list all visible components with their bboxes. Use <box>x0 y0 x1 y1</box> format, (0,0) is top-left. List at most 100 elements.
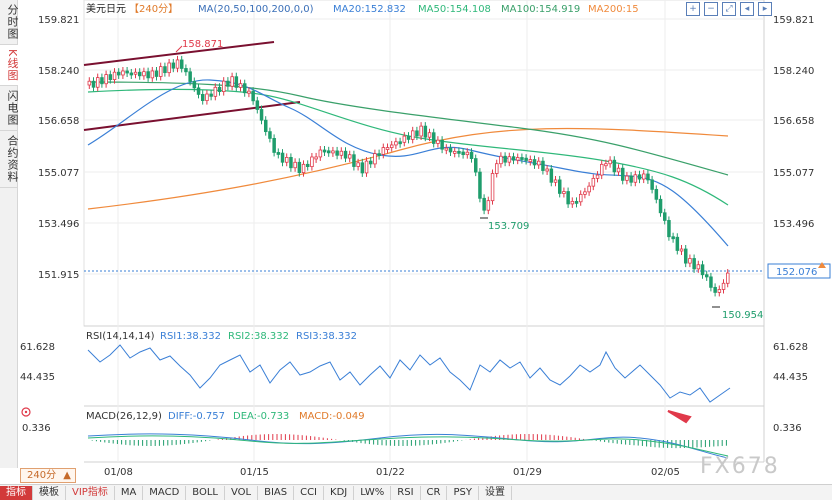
candle-body <box>343 150 348 159</box>
candle-body <box>692 258 696 270</box>
candle-body <box>583 191 587 195</box>
candle-body <box>230 76 234 87</box>
candle-body <box>675 236 680 251</box>
toolbar-kdj[interactable]: KDJ <box>324 485 355 500</box>
toolbar-rsi[interactable]: RSI <box>391 485 421 500</box>
candle-body <box>217 86 222 92</box>
candle-body <box>381 147 386 155</box>
period-select[interactable]: 240分 ▲ <box>20 468 76 483</box>
candle-body <box>604 163 608 167</box>
candle-body <box>558 179 562 194</box>
candle-body <box>209 93 213 97</box>
candle-body <box>179 59 184 69</box>
toolbar-cci[interactable]: CCI <box>294 485 325 500</box>
candle-body <box>688 258 692 264</box>
candle-body <box>192 81 197 89</box>
candle-body <box>133 71 138 75</box>
candle-body <box>431 132 436 144</box>
candle-body <box>137 71 142 77</box>
candle-body <box>112 71 117 81</box>
candle-body <box>297 161 302 174</box>
fullscreen-icon[interactable]: ⤢ <box>722 2 736 16</box>
candle-body <box>616 167 621 173</box>
toolbar-vip-indicators[interactable]: VIP指标 <box>66 485 115 500</box>
toolbar-template[interactable]: 模板 <box>33 485 66 500</box>
left-price-axis: 159.821 158.240 156.658 155.077 153.496 … <box>38 15 79 281</box>
candle-body <box>566 191 570 205</box>
ma200-value: MA200:15 <box>588 4 639 15</box>
settings-icon[interactable] <box>21 407 31 417</box>
tab-contract-info[interactable]: 合约资料 <box>0 131 19 189</box>
toolbar-macd[interactable]: MACD <box>143 485 187 500</box>
channel-lower-line[interactable] <box>83 101 301 131</box>
price-alert-icon[interactable] <box>818 262 826 268</box>
candle-body <box>364 160 369 174</box>
y-tick-label: 155.077 <box>38 168 79 179</box>
candle-body <box>494 163 499 174</box>
candle-body <box>545 168 549 172</box>
y-tick-label: 155.077 <box>773 168 814 179</box>
toolbar-settings[interactable]: 设置 <box>479 485 512 500</box>
x-tick-label: 01/08 <box>104 467 133 478</box>
y-tick-label: 159.821 <box>38 15 79 26</box>
candle-body <box>423 125 428 138</box>
candle-body <box>205 93 209 101</box>
y-tick-label: 156.658 <box>38 116 79 127</box>
rsi-axis-label: 44.435 <box>20 372 55 383</box>
zoom-out-icon[interactable]: − <box>704 2 718 16</box>
toolbar-vol[interactable]: VOL <box>225 485 259 500</box>
rsi-axis-label: 61.628 <box>773 342 808 353</box>
candle-body <box>520 157 524 160</box>
y-tick-label: 158.240 <box>38 66 79 77</box>
x-tick-label: 01/29 <box>513 467 542 478</box>
channel-upper-line[interactable] <box>83 41 275 66</box>
candle-body <box>579 193 583 203</box>
scroll-right-icon[interactable]: ▸ <box>758 2 772 16</box>
toolbar-bias[interactable]: BIAS <box>258 485 295 500</box>
candle-body <box>335 150 339 156</box>
scroll-left-icon[interactable]: ◂ <box>740 2 754 16</box>
candle-body <box>87 80 92 86</box>
toolbar-ma[interactable]: MA <box>115 485 144 500</box>
candle-body <box>163 66 167 74</box>
tab-kline[interactable]: K线图 <box>0 45 19 87</box>
toolbar-lw[interactable]: LW% <box>354 485 392 500</box>
candle-body <box>305 163 310 168</box>
candle-body <box>562 191 566 194</box>
x-tick-label: 02/05 <box>651 467 680 478</box>
toolbar-indicators[interactable]: 指标 <box>0 485 33 500</box>
candle-body <box>713 286 717 293</box>
rsi3-value: RSI3:38.332 <box>296 331 357 342</box>
candle-body <box>100 77 104 85</box>
candle-body <box>663 212 667 221</box>
candle-body <box>406 135 411 140</box>
candle-body <box>301 163 306 174</box>
candle-body <box>465 151 470 156</box>
tab-flash[interactable]: 闪电图 <box>0 86 19 132</box>
candle-body <box>486 200 491 211</box>
macd-histogram-value: MACD:-0.049 <box>299 411 365 422</box>
rsi-axis-label: 44.435 <box>773 372 808 383</box>
high-label: 158.871 <box>182 39 223 50</box>
candle-body <box>658 198 663 214</box>
kline-chart[interactable]: 美元日元 【240分】 MA(20,50,100,200,0,0) MA20:1… <box>0 0 832 484</box>
macd-axis-label: 0.336 <box>773 423 802 434</box>
candle-body <box>184 68 188 73</box>
red-arrow-annotation <box>667 410 692 424</box>
candle-body <box>129 72 134 76</box>
candle-body <box>125 70 129 74</box>
toolbar-cr[interactable]: CR <box>421 485 448 500</box>
candle-body <box>528 159 533 162</box>
y-tick-label: 151.915 <box>38 270 79 281</box>
candle-body <box>700 264 705 276</box>
macd-dea-line <box>87 435 729 457</box>
candle-body <box>322 149 327 153</box>
candle-body <box>167 62 171 74</box>
toolbar-boll[interactable]: BOLL <box>186 485 225 500</box>
candle-body <box>188 71 192 82</box>
tab-intraday[interactable]: 分时图 <box>0 0 19 45</box>
zoom-in-icon[interactable]: + <box>686 2 700 16</box>
ma100-line <box>87 81 729 176</box>
toolbar-psy[interactable]: PSY <box>447 485 479 500</box>
candle-body <box>507 156 512 163</box>
